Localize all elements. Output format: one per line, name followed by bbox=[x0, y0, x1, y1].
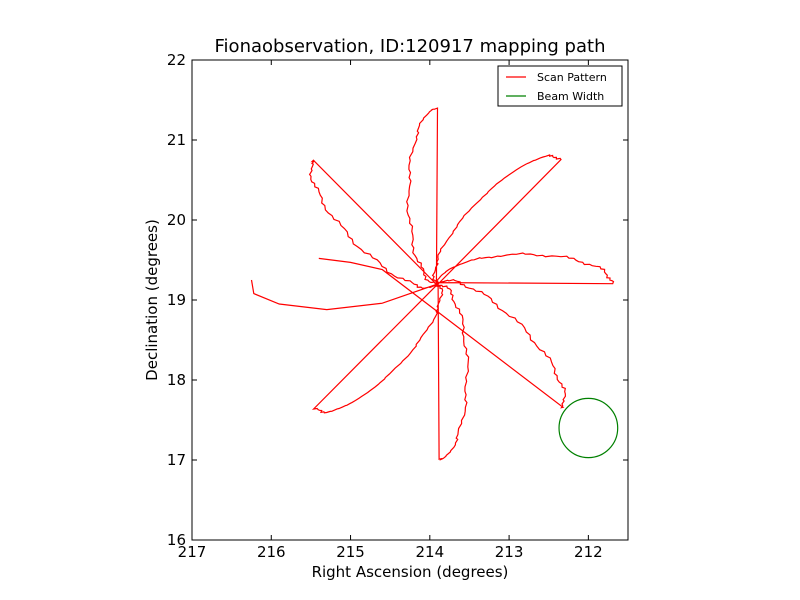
x-tick-label: 214 bbox=[415, 543, 444, 561]
ticks-layer: 217 216 215 214 213 212 16 17 18 19 20 21 22 bbox=[167, 51, 628, 561]
x-axis-label: Right Ascension (degrees) bbox=[312, 563, 509, 581]
x-tick-label: 215 bbox=[336, 543, 365, 561]
legend-label-scan-pattern: Scan Pattern bbox=[537, 71, 607, 84]
y-tick-label: 17 bbox=[167, 451, 186, 469]
y-tick-label: 18 bbox=[167, 371, 186, 389]
legend-label-beam-width: Beam Width bbox=[537, 90, 604, 103]
y-tick-label: 21 bbox=[167, 131, 186, 149]
x-tick-label: 216 bbox=[257, 543, 286, 561]
x-tick-label: 212 bbox=[574, 543, 603, 561]
y-tick-label: 22 bbox=[167, 51, 186, 69]
legend-box bbox=[497, 65, 623, 107]
scan-pattern-line bbox=[250, 107, 615, 461]
plot-area bbox=[192, 60, 628, 540]
y-tick-label: 16 bbox=[167, 531, 186, 549]
legend: Scan Pattern Beam Width bbox=[497, 65, 623, 107]
y-tick-label: 20 bbox=[167, 211, 186, 229]
series-layer bbox=[250, 107, 619, 461]
beam-width-circle bbox=[558, 397, 619, 459]
x-tick-label: 217 bbox=[178, 543, 207, 561]
y-tick-label: 19 bbox=[167, 291, 186, 309]
x-tick-label: 213 bbox=[495, 543, 524, 561]
chart-title: Fionaobservation, ID:120917 mapping path bbox=[215, 36, 606, 57]
y-axis-label: Declination (degrees) bbox=[143, 219, 161, 381]
